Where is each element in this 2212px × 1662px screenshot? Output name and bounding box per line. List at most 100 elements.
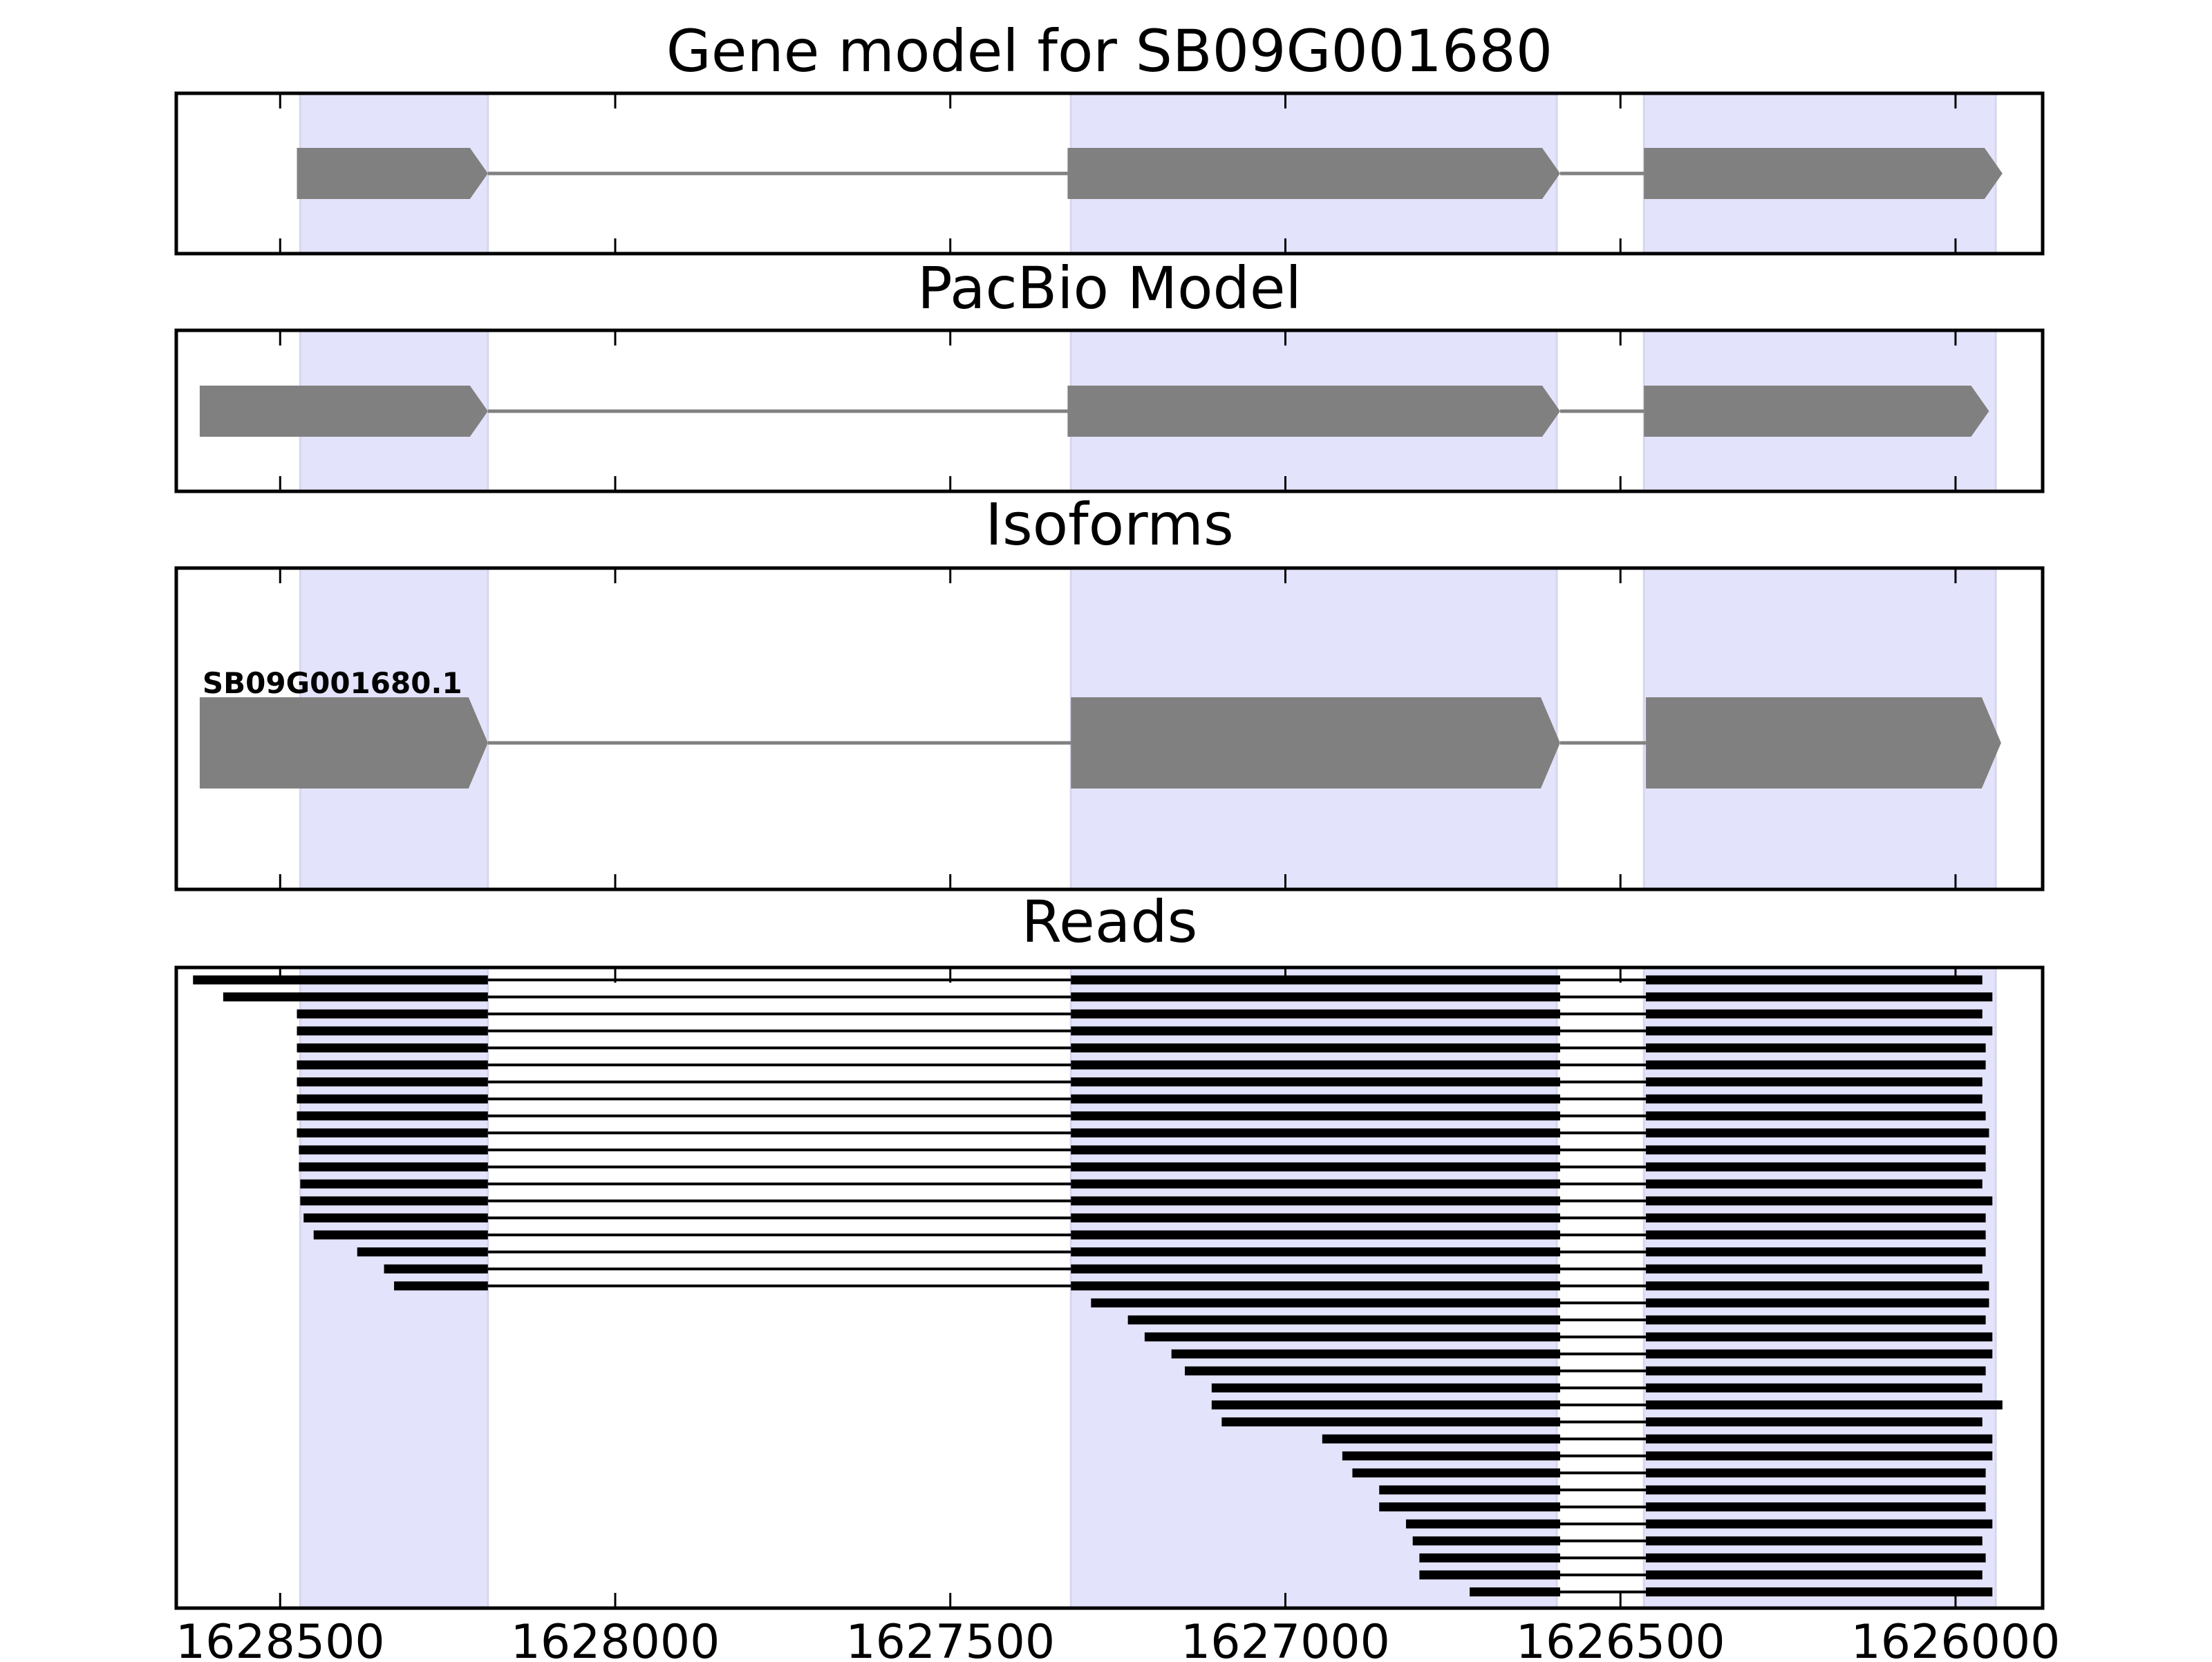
- panel-3: Isoforms SB09G001680.1: [174, 491, 2045, 891]
- panel-2: PacBio Model: [174, 254, 2045, 493]
- read-24: [1185, 1366, 1986, 1376]
- read-32: [1379, 1502, 1986, 1512]
- read-exon: [1211, 1383, 1560, 1392]
- read-20: [1091, 1298, 1989, 1307]
- read-exon: [1646, 1434, 1993, 1444]
- read-28: [1322, 1434, 1993, 1444]
- read-23: [1171, 1349, 1993, 1359]
- read-exon: [1352, 1468, 1560, 1477]
- read-exon: [1646, 1315, 1986, 1325]
- read-exon: [297, 1111, 488, 1121]
- read-exon: [300, 1179, 488, 1189]
- read-exon: [1646, 1536, 1983, 1546]
- read-exon: [1646, 1043, 1986, 1052]
- read-exon: [1412, 1536, 1560, 1546]
- read-exon: [1646, 1111, 1986, 1121]
- read-exon: [1646, 975, 1983, 985]
- x-tick-label: 1626500: [1516, 1615, 1725, 1659]
- read-8: [297, 1094, 1983, 1104]
- panel-title: PacBio Model: [917, 254, 1302, 322]
- read-exon: [1071, 1230, 1560, 1240]
- exon-block-2: [1067, 386, 1560, 437]
- read-36: [1419, 1570, 1983, 1580]
- read-31: [1379, 1485, 1986, 1495]
- read-exon: [1379, 1502, 1560, 1512]
- read-exon: [1646, 1587, 1993, 1597]
- read-exon: [1646, 1553, 1986, 1562]
- read-exon: [1646, 1213, 1986, 1222]
- read-exon: [1185, 1366, 1560, 1376]
- read-exon: [1379, 1485, 1560, 1495]
- read-exon: [1322, 1434, 1560, 1444]
- read-exon: [1071, 992, 1560, 1002]
- read-exon: [1646, 1009, 1983, 1019]
- panel-frame: [174, 328, 2045, 493]
- read-exon: [1071, 1077, 1560, 1087]
- read-35: [1419, 1553, 1986, 1562]
- read-exon: [1646, 1383, 1983, 1392]
- read-exon: [1071, 1196, 1560, 1206]
- read-exon: [297, 1060, 488, 1070]
- read-exon: [1646, 1281, 1989, 1291]
- x-tick-label: 1627000: [1181, 1615, 1390, 1659]
- read-exon: [1646, 1179, 1983, 1189]
- read-30: [1352, 1468, 1986, 1477]
- read-exon: [1071, 1043, 1560, 1052]
- panel-title: Reads: [1022, 888, 1198, 956]
- read-1: [193, 975, 1983, 985]
- read-22: [1144, 1332, 1993, 1342]
- x-tick-label: 1627500: [845, 1615, 1055, 1659]
- read-10: [297, 1128, 1989, 1137]
- read-19: [394, 1281, 1989, 1291]
- read-exon: [297, 1077, 488, 1087]
- read-exon: [1419, 1570, 1560, 1580]
- read-exon: [1646, 1298, 1989, 1307]
- read-25: [1211, 1383, 1983, 1392]
- read-exon: [1071, 1264, 1560, 1274]
- panel-title: Gene model for SB09G001680: [666, 17, 1553, 85]
- read-exon: [1646, 1230, 1986, 1240]
- read-exon: [394, 1281, 488, 1291]
- read-15: [303, 1213, 1986, 1222]
- read-7: [297, 1077, 1983, 1087]
- read-exon: [1342, 1451, 1560, 1461]
- read-exon: [1071, 1145, 1560, 1155]
- read-exon: [1646, 1060, 1986, 1070]
- read-exon: [357, 1247, 488, 1257]
- read-9: [297, 1111, 1986, 1121]
- read-4: [297, 1026, 1993, 1036]
- read-11: [299, 1145, 1986, 1155]
- read-18: [384, 1264, 1983, 1274]
- read-exon: [1646, 1094, 1983, 1104]
- x-tick-label: 1628500: [176, 1615, 385, 1659]
- read-exon: [1646, 992, 1993, 1002]
- exon-block-2: [1071, 697, 1560, 788]
- exon-block-1: [199, 697, 488, 788]
- read-exon: [1071, 1281, 1560, 1291]
- read-exon: [299, 1145, 488, 1155]
- x-tick-label: 1628000: [511, 1615, 720, 1659]
- read-exon: [1646, 1519, 1993, 1529]
- read-exon: [1646, 1451, 1993, 1461]
- read-exon: [297, 1094, 488, 1104]
- exon-block-3: [1644, 148, 2003, 199]
- read-exon: [193, 975, 488, 985]
- read-exon: [1646, 1570, 1983, 1580]
- exon-block-2: [1067, 148, 1560, 199]
- read-exon: [1071, 1162, 1560, 1172]
- read-exon: [1171, 1349, 1560, 1359]
- read-exon: [1071, 1179, 1560, 1189]
- panel-frame: [174, 566, 2045, 891]
- read-exon: [1646, 1162, 1986, 1172]
- read-exon: [300, 1196, 488, 1206]
- read-6: [297, 1060, 1986, 1070]
- read-exon: [1071, 1111, 1560, 1121]
- read-exon: [299, 1162, 488, 1172]
- read-exon: [1646, 1077, 1983, 1087]
- read-26: [1211, 1400, 2003, 1410]
- panel-frame: [174, 91, 2045, 256]
- read-17: [357, 1247, 1986, 1257]
- read-34: [1412, 1536, 1983, 1546]
- read-exon: [1144, 1332, 1560, 1342]
